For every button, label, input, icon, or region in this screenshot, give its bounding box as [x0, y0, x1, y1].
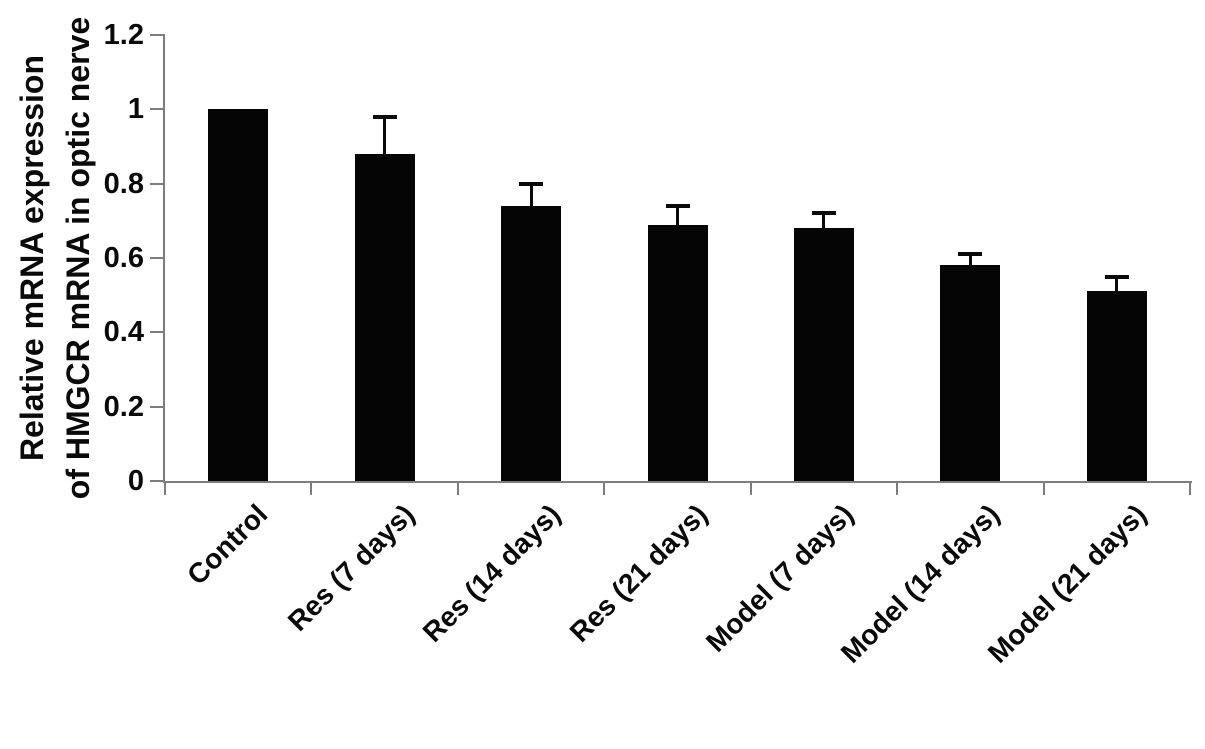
y-axis-tick — [150, 257, 163, 259]
bar-model-21-days — [1087, 291, 1147, 481]
x-axis-tick — [164, 483, 166, 495]
error-bar-whisker-res-7-days — [383, 117, 386, 156]
y-axis-tick — [150, 34, 163, 36]
x-axis-tick — [1189, 483, 1191, 495]
error-bar-whisker-model-7-days — [822, 213, 825, 230]
y-axis-tick — [150, 108, 163, 110]
bar-res-14-days — [501, 206, 561, 481]
error-bar-cap-res-7-days — [373, 115, 397, 119]
y-axis-tick-label: 0.6 — [103, 242, 144, 274]
x-axis-tick — [310, 483, 312, 495]
y-axis-tick-label: 1 — [127, 93, 144, 125]
x-axis-label-res-7-days: Res (7 days) — [281, 498, 421, 637]
x-axis-tick — [1043, 483, 1045, 495]
x-axis-tick — [457, 483, 459, 495]
bar-chart-figure: Relative mRNA expression of HMGCR mRNA i… — [14, 16, 1192, 669]
x-axis-tick — [750, 483, 752, 495]
y-axis-tick-label: 1.2 — [103, 19, 144, 51]
bar-control — [208, 109, 268, 481]
bar-model-14-days — [940, 265, 1000, 481]
x-axis-label-model-21-days: Model (21 days) — [981, 498, 1153, 669]
y-axis-tick-label: 0 — [127, 465, 144, 497]
error-bar-whisker-model-14-days — [969, 254, 972, 267]
y-axis-line — [163, 34, 165, 483]
error-bar-whisker-res-14-days — [530, 184, 533, 208]
x-axis-line — [163, 481, 1192, 483]
error-bar-cap-res-21-days — [666, 204, 690, 208]
y-axis-tick-label: 0.4 — [103, 316, 144, 348]
error-bar-cap-res-14-days — [519, 182, 543, 186]
bar-res-7-days — [355, 154, 415, 481]
y-axis-tick — [150, 406, 163, 408]
y-axis-title-line-1: Relative mRNA expression — [14, 54, 50, 462]
error-bar-whisker-res-21-days — [676, 206, 679, 227]
x-axis-label-res-14-days: Res (14 days) — [416, 498, 567, 649]
error-bar-whisker-model-21-days — [1115, 277, 1118, 294]
x-axis-tick — [603, 483, 605, 495]
error-bar-cap-model-7-days — [812, 211, 836, 215]
x-axis-tick — [896, 483, 898, 495]
x-axis-label-model-7-days: Model (7 days) — [699, 498, 860, 658]
error-bar-cap-model-21-days — [1105, 275, 1129, 279]
y-axis-tick-label: 0.8 — [103, 168, 144, 200]
y-axis-tick — [150, 183, 163, 185]
x-axis-label-model-14-days: Model (14 days) — [834, 498, 1006, 669]
error-bar-cap-model-14-days — [958, 252, 982, 256]
bar-model-7-days — [794, 228, 854, 481]
y-axis-tick — [150, 480, 163, 482]
bar-res-21-days — [648, 225, 708, 481]
y-axis-tick — [150, 331, 163, 333]
y-axis-tick-label: 0.2 — [103, 391, 144, 423]
x-axis-label-res-21-days: Res (21 days) — [563, 498, 714, 649]
